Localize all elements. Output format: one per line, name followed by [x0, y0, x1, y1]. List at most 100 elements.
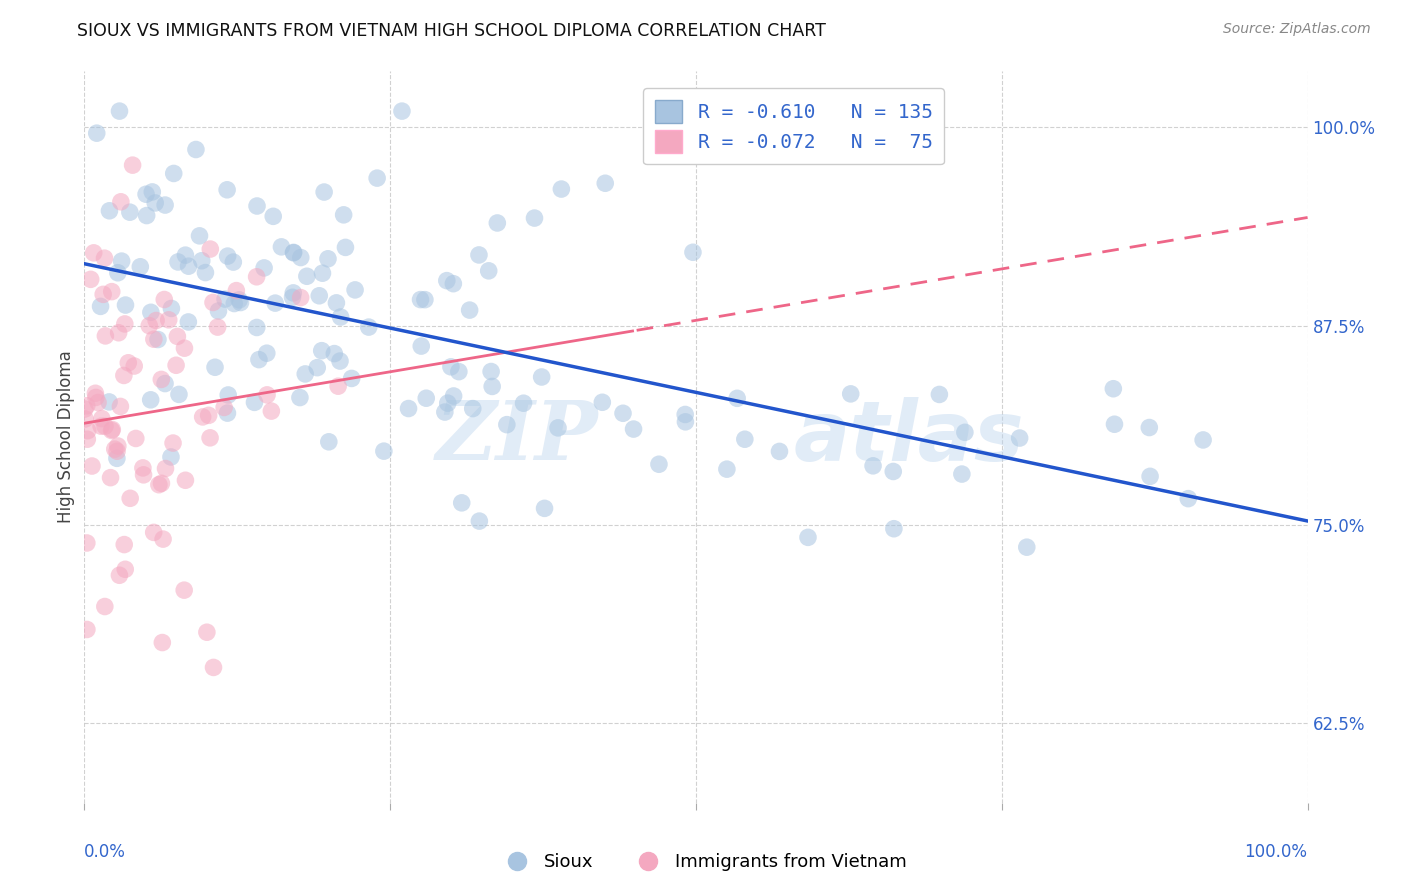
- Point: [246, 320, 269, 334]
- Point: [468, 514, 491, 528]
- Point: [139, 392, 162, 407]
- Point: [152, 532, 174, 546]
- Point: [222, 255, 245, 269]
- Point: [76, 399, 98, 413]
- Point: [104, 442, 127, 457]
- Point: [950, 467, 973, 481]
- Point: [547, 421, 569, 435]
- Text: 100.0%: 100.0%: [1244, 843, 1308, 861]
- Point: [166, 329, 188, 343]
- Point: [153, 198, 176, 212]
- Point: [110, 400, 132, 414]
- Point: [447, 365, 470, 379]
- Point: [204, 360, 226, 375]
- Point: [98, 203, 121, 218]
- Point: [98, 395, 121, 409]
- Point: [340, 371, 363, 385]
- Point: [461, 401, 484, 416]
- Point: [1104, 417, 1126, 432]
- Point: [83, 245, 105, 260]
- Point: [1015, 540, 1038, 554]
- Point: [107, 266, 129, 280]
- Point: [90, 419, 112, 434]
- Text: 0.0%: 0.0%: [84, 843, 127, 861]
- Point: [84, 386, 107, 401]
- Point: [883, 522, 905, 536]
- Point: [344, 283, 367, 297]
- Point: [217, 183, 239, 197]
- Point: [290, 291, 312, 305]
- Point: [316, 252, 339, 266]
- Point: [357, 320, 380, 334]
- Point: [308, 289, 330, 303]
- Point: [1102, 382, 1125, 396]
- Y-axis label: High School Diploma: High School Diploma: [56, 351, 75, 524]
- Point: [76, 432, 98, 446]
- Point: [725, 392, 748, 406]
- Point: [112, 538, 135, 552]
- Point: [443, 389, 465, 403]
- Point: [224, 296, 246, 310]
- Point: [94, 599, 117, 614]
- Point: [150, 635, 173, 649]
- Point: [953, 425, 976, 440]
- Point: [90, 299, 112, 313]
- Point: [165, 358, 187, 372]
- Point: [112, 368, 135, 383]
- Point: [138, 318, 160, 333]
- Point: [495, 417, 517, 432]
- Point: [87, 395, 110, 409]
- Point: [84, 391, 107, 405]
- Point: [768, 444, 790, 458]
- Point: [593, 176, 616, 190]
- Point: [73, 402, 96, 417]
- Point: [162, 436, 184, 450]
- Point: [76, 536, 98, 550]
- Point: [197, 409, 219, 423]
- Point: [366, 171, 388, 186]
- Point: [1008, 431, 1031, 445]
- Text: ZIP: ZIP: [436, 397, 598, 477]
- Point: [243, 395, 266, 409]
- Point: [270, 240, 292, 254]
- Point: [734, 432, 756, 446]
- Point: [295, 269, 318, 284]
- Point: [121, 158, 143, 172]
- Point: [150, 372, 173, 386]
- Point: [118, 205, 141, 219]
- Point: [311, 266, 333, 280]
- Point: [797, 530, 820, 544]
- Point: [716, 462, 738, 476]
- Point: [329, 354, 352, 368]
- Legend: R = -0.610   N = 135, R = -0.072   N =  75: R = -0.610 N = 135, R = -0.072 N = 75: [644, 88, 945, 164]
- Point: [107, 439, 129, 453]
- Point: [247, 352, 270, 367]
- Point: [143, 196, 166, 211]
- Point: [148, 477, 170, 491]
- Point: [100, 470, 122, 484]
- Point: [862, 458, 884, 473]
- Point: [229, 295, 252, 310]
- Point: [94, 329, 117, 343]
- Point: [174, 248, 197, 262]
- Point: [139, 305, 162, 319]
- Point: [212, 401, 235, 415]
- Point: [256, 346, 278, 360]
- Point: [283, 245, 305, 260]
- Point: [200, 242, 222, 256]
- Point: [142, 332, 165, 346]
- Point: [177, 259, 200, 273]
- Point: [318, 434, 340, 449]
- Point: [415, 391, 437, 405]
- Point: [373, 444, 395, 458]
- Point: [155, 461, 177, 475]
- Point: [107, 326, 129, 340]
- Point: [114, 317, 136, 331]
- Point: [217, 406, 239, 420]
- Point: [450, 496, 472, 510]
- Point: [177, 315, 200, 329]
- Point: [191, 253, 214, 268]
- Point: [120, 491, 142, 506]
- Point: [311, 343, 333, 358]
- Point: [329, 310, 352, 324]
